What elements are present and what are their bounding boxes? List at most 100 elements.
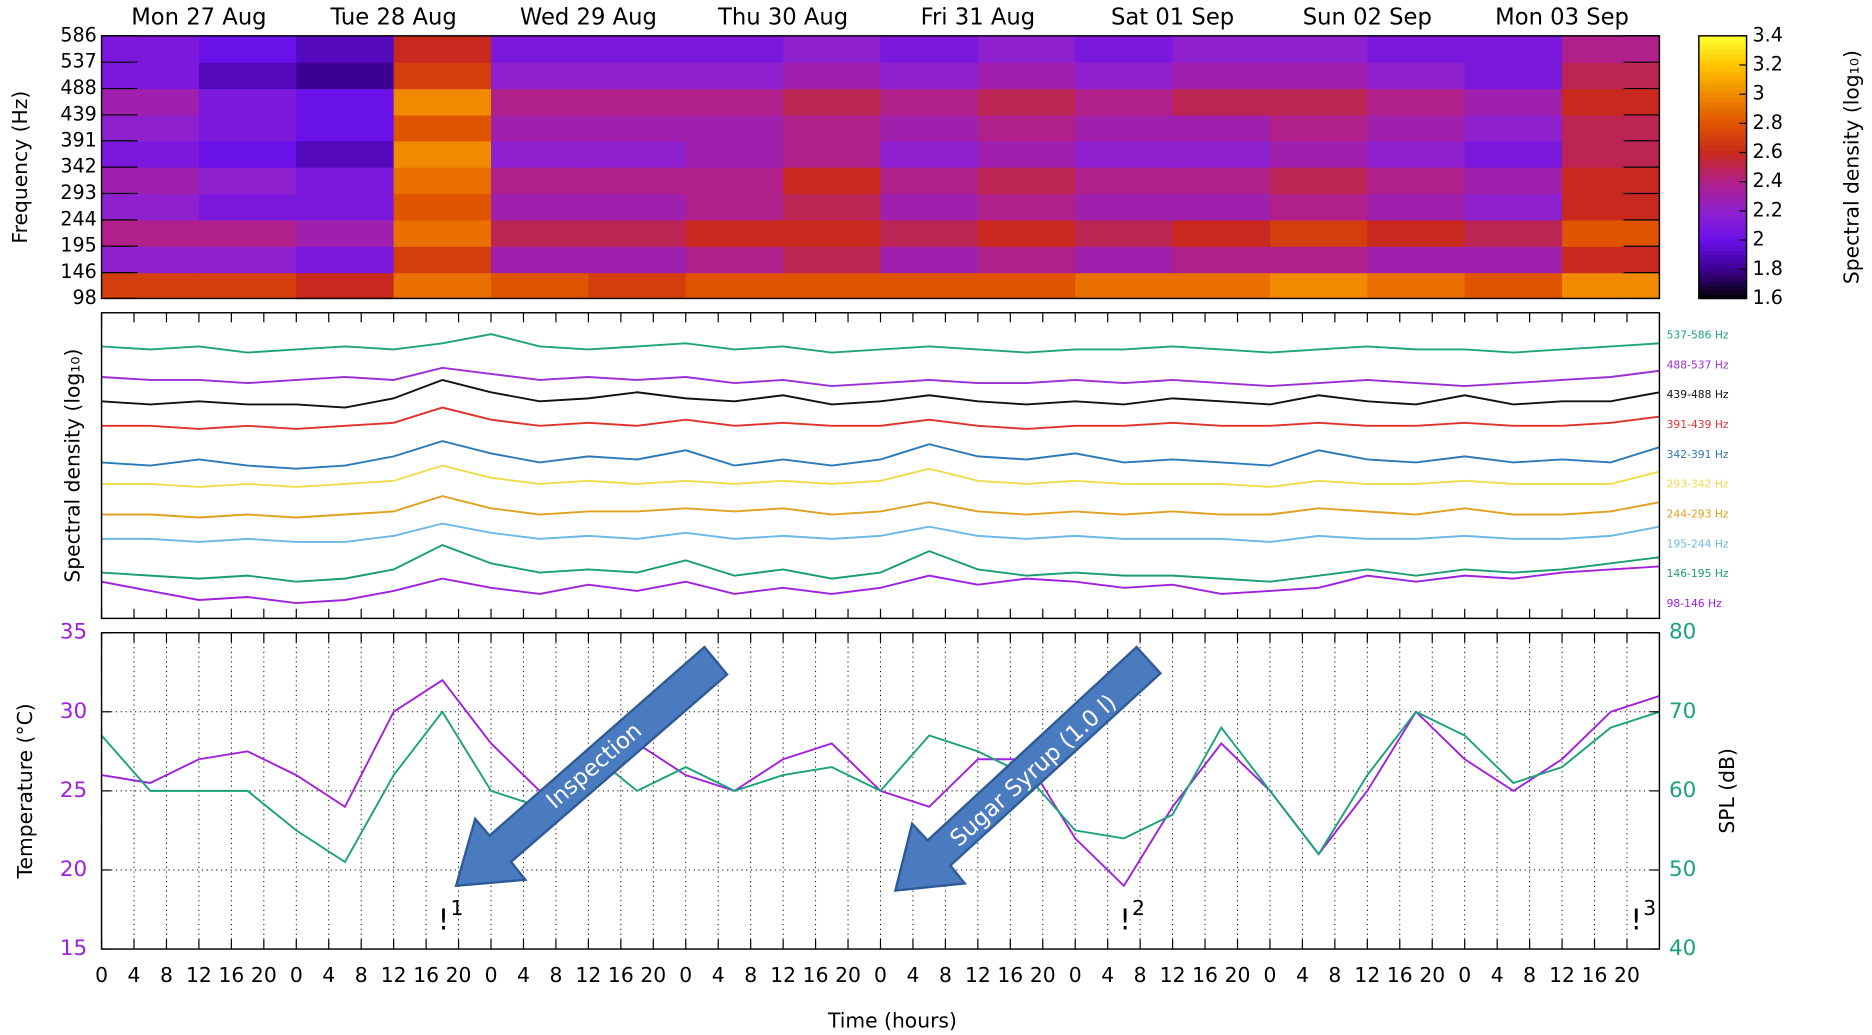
heat-cell bbox=[1270, 246, 1368, 273]
event-marker: ! bbox=[438, 903, 449, 937]
heat-cell bbox=[1367, 167, 1465, 194]
colorbar-step bbox=[1699, 268, 1747, 273]
heat-cell bbox=[783, 62, 881, 89]
heat-cell bbox=[588, 115, 686, 141]
y-tick-label: 15 bbox=[60, 936, 87, 961]
heat-cell bbox=[1173, 167, 1271, 194]
heat-cell bbox=[588, 141, 686, 168]
colorbar-step bbox=[1699, 233, 1747, 238]
colorbar-step bbox=[1699, 110, 1747, 115]
heat-cell bbox=[686, 220, 784, 247]
annotation-text: Sugar Syrup (1.0 l) bbox=[945, 690, 1121, 852]
heat-cell bbox=[686, 141, 784, 168]
heat-cell bbox=[1075, 167, 1173, 194]
heat-cell bbox=[978, 193, 1076, 220]
heat-cell bbox=[394, 193, 492, 220]
x-tick-label: 0 bbox=[95, 963, 108, 987]
colorbar-step bbox=[1699, 163, 1747, 168]
colorbar-step bbox=[1699, 198, 1747, 203]
heat-cell bbox=[978, 36, 1076, 63]
heat-cell bbox=[1270, 193, 1368, 220]
heat-cell bbox=[1270, 220, 1368, 247]
colorbar-step bbox=[1699, 180, 1747, 185]
x-tick-label: 20 bbox=[1419, 963, 1445, 987]
legend-label: 537-586 Hz bbox=[1667, 328, 1729, 341]
x-tick-label: 20 bbox=[1030, 963, 1056, 987]
heat-cell bbox=[102, 36, 200, 63]
heat-cell bbox=[783, 115, 881, 141]
heat-cell bbox=[1173, 115, 1271, 141]
colorbar-step bbox=[1699, 263, 1747, 268]
colorbar-tick-label: 2.2 bbox=[1753, 198, 1783, 221]
heat-cell bbox=[1367, 141, 1465, 168]
heat-cell bbox=[102, 193, 200, 220]
heat-cell bbox=[1465, 141, 1563, 168]
heat-cell bbox=[199, 115, 297, 141]
heat-cell bbox=[296, 36, 394, 63]
colorbar-step bbox=[1699, 71, 1747, 76]
colorbar-step bbox=[1699, 193, 1747, 198]
x-axis-title: Time (hours) bbox=[827, 1008, 957, 1032]
colorbar-step bbox=[1699, 272, 1747, 277]
y-axis-title: Spectral density (log₁₀) bbox=[61, 349, 85, 583]
heat-cell bbox=[783, 193, 881, 220]
colorbar-step bbox=[1699, 285, 1747, 290]
heat-cell bbox=[686, 115, 784, 141]
heat-cell bbox=[1562, 246, 1660, 273]
heat-cell bbox=[783, 141, 881, 168]
colorbar-step bbox=[1699, 228, 1747, 233]
colorbar-step bbox=[1699, 58, 1747, 63]
heat-cell bbox=[978, 141, 1076, 168]
x-tick-label: 8 bbox=[355, 963, 368, 987]
heat-cell bbox=[199, 36, 297, 63]
x-tick-label: 0 bbox=[1458, 963, 1471, 987]
day-label: Mon 03 Sep bbox=[1495, 4, 1629, 30]
colorbar-step bbox=[1699, 45, 1747, 50]
colorbar-step bbox=[1699, 75, 1747, 80]
x-tick-label: 16 bbox=[803, 963, 829, 987]
heat-cell bbox=[1075, 141, 1173, 168]
colorbar-step bbox=[1699, 172, 1747, 177]
x-tick-label: 4 bbox=[1101, 963, 1114, 987]
heat-cell bbox=[394, 246, 492, 273]
x-tick-label: 0 bbox=[1069, 963, 1082, 987]
heat-cell bbox=[686, 62, 784, 89]
x-tick-label: 20 bbox=[835, 963, 861, 987]
heat-cell bbox=[1367, 89, 1465, 116]
colorbar-step bbox=[1699, 80, 1747, 85]
series-line bbox=[102, 441, 1660, 469]
y-tick-label: 98 bbox=[72, 286, 96, 309]
heat-cell bbox=[296, 62, 394, 89]
x-tick-label: 16 bbox=[1192, 963, 1218, 987]
heat-cell bbox=[1173, 193, 1271, 220]
heat-cell bbox=[978, 220, 1076, 247]
heat-cell bbox=[1465, 220, 1563, 247]
heat-cell bbox=[296, 89, 394, 116]
y-axis-title: Temperature (°C) bbox=[13, 703, 37, 879]
heat-cell bbox=[491, 193, 589, 220]
heat-cell bbox=[296, 220, 394, 247]
day-label: Sun 02 Sep bbox=[1303, 4, 1432, 30]
heat-cell bbox=[1465, 62, 1563, 89]
x-tick-label: 12 bbox=[381, 963, 407, 987]
heat-cell bbox=[1270, 36, 1368, 63]
legend-label: 195-244 Hz bbox=[1667, 537, 1729, 550]
legend-label: 244-293 Hz bbox=[1667, 508, 1729, 521]
y-tick-label: 586 bbox=[60, 23, 96, 46]
x-tick-label: 4 bbox=[906, 963, 919, 987]
heat-cell bbox=[1075, 115, 1173, 141]
heat-cell bbox=[588, 193, 686, 220]
heat-cell bbox=[102, 273, 200, 299]
colorbar-step bbox=[1699, 88, 1747, 93]
heat-cell bbox=[1173, 62, 1271, 89]
heat-cell bbox=[102, 89, 200, 116]
annotation-text: Inspection bbox=[542, 718, 647, 814]
heat-cell bbox=[588, 220, 686, 247]
y-axis-title: Frequency (Hz) bbox=[8, 91, 32, 244]
y-tick-label: 25 bbox=[60, 778, 87, 803]
y-tick-label: 537 bbox=[60, 50, 96, 73]
heat-cell bbox=[880, 36, 978, 63]
heat-cell bbox=[491, 273, 589, 299]
heat-cell bbox=[491, 141, 589, 168]
heat-cell bbox=[783, 36, 881, 63]
